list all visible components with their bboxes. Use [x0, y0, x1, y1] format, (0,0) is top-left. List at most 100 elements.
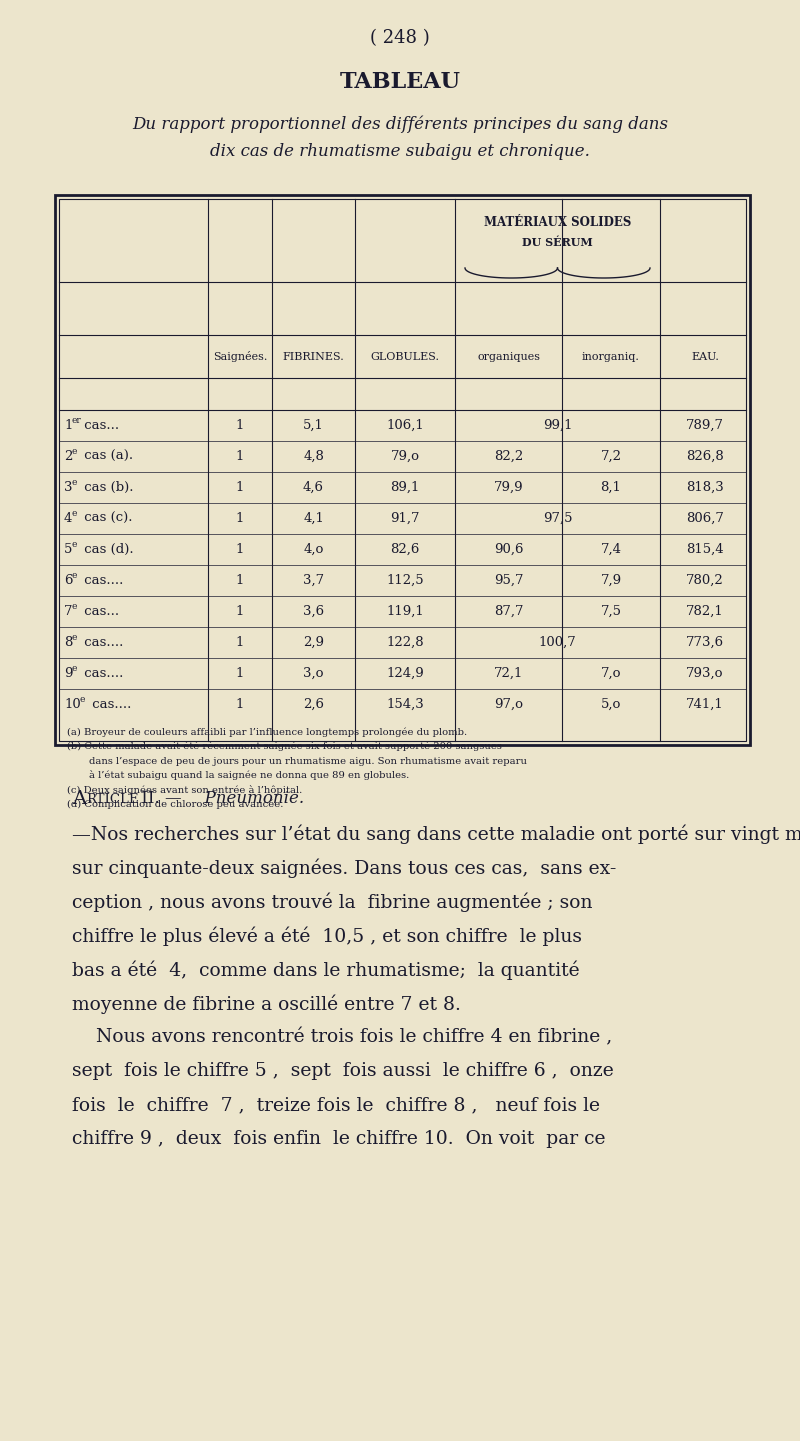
Text: FIBRINES.: FIBRINES.: [282, 352, 344, 362]
Text: e: e: [72, 633, 78, 643]
Text: (a) Broyeur de couleurs affaibli par l’influence longtemps prolongée du plomb.: (a) Broyeur de couleurs affaibli par l’i…: [67, 728, 467, 736]
Text: 119,1: 119,1: [386, 605, 424, 618]
Text: 122,8: 122,8: [386, 635, 424, 648]
Text: chiffre le plus élevé a été  10,5 , et son chiffre  le plus: chiffre le plus élevé a été 10,5 , et so…: [72, 927, 582, 945]
Text: 82,6: 82,6: [390, 543, 420, 556]
Text: 782,1: 782,1: [686, 605, 724, 618]
Text: sept  fois le chiffre 5 ,  sept  fois aussi  le chiffre 6 ,  onze: sept fois le chiffre 5 , sept fois aussi…: [72, 1062, 614, 1079]
Text: 826,8: 826,8: [686, 450, 724, 463]
Text: 1: 1: [236, 419, 244, 432]
Text: cas....: cas....: [80, 667, 123, 680]
Text: e: e: [72, 540, 78, 549]
Text: 1: 1: [64, 419, 72, 432]
Text: (b) Cette malade avait été récemment saignée six fois et avait supporté 200 sang: (b) Cette malade avait été récemment sai…: [67, 742, 502, 751]
Text: moyenne de fibrine a oscillé entre 7 et 8.: moyenne de fibrine a oscillé entre 7 et …: [72, 994, 461, 1013]
Text: 97,5: 97,5: [542, 512, 572, 525]
Text: Du rapport proportionnel des différents principes du sang dans: Du rapport proportionnel des différents …: [132, 115, 668, 133]
Text: A: A: [72, 790, 86, 808]
Text: Saignées.: Saignées.: [213, 352, 267, 363]
Text: e: e: [72, 509, 78, 517]
Text: 780,2: 780,2: [686, 574, 724, 586]
Text: 8,1: 8,1: [601, 481, 622, 494]
Text: MATÉRIAUX SOLIDES: MATÉRIAUX SOLIDES: [484, 216, 631, 229]
Text: 818,3: 818,3: [686, 481, 724, 494]
Text: 1: 1: [236, 605, 244, 618]
Text: e: e: [72, 664, 78, 673]
Text: 773,6: 773,6: [686, 635, 724, 648]
Text: 5,1: 5,1: [303, 419, 324, 432]
Text: GLOBULES.: GLOBULES.: [370, 352, 439, 362]
Text: 7,4: 7,4: [601, 543, 622, 556]
Text: 5: 5: [64, 543, 72, 556]
Text: EAU.: EAU.: [691, 352, 719, 362]
Text: 2: 2: [64, 450, 72, 463]
Text: 4,1: 4,1: [303, 512, 324, 525]
Text: fois  le  chiffre  7 ,  treize fois le  chiffre 8 ,   neuf fois le: fois le chiffre 7 , treize fois le chiff…: [72, 1097, 600, 1114]
Text: chiffre 9 ,  deux  fois enfin  le chiffre 10.  On voit  par ce: chiffre 9 , deux fois enfin le chiffre 1…: [72, 1130, 606, 1148]
Text: e: e: [80, 695, 86, 705]
Text: 3: 3: [64, 481, 73, 494]
Text: dix cas de rhumatisme subaigu et chronique.: dix cas de rhumatisme subaigu et chroniq…: [210, 144, 590, 160]
Text: e: e: [72, 478, 78, 487]
Text: cas (b).: cas (b).: [80, 481, 134, 494]
Text: 7: 7: [64, 605, 73, 618]
Text: 4: 4: [64, 512, 72, 525]
Text: 789,7: 789,7: [686, 419, 724, 432]
Text: 97,o: 97,o: [494, 697, 523, 710]
Text: inorganiq.: inorganiq.: [582, 352, 640, 362]
Text: cas (c).: cas (c).: [80, 512, 133, 525]
Text: 793,o: 793,o: [686, 667, 724, 680]
Text: —Nos recherches sur l’état du sang dans cette maladie ont porté sur vingt malade: —Nos recherches sur l’état du sang dans …: [72, 824, 800, 843]
Text: 99,1: 99,1: [542, 419, 572, 432]
Text: 806,7: 806,7: [686, 512, 724, 525]
Text: cas....: cas....: [80, 574, 123, 586]
Text: 815,4: 815,4: [686, 543, 724, 556]
Text: 1: 1: [236, 697, 244, 710]
Text: 87,7: 87,7: [494, 605, 523, 618]
Text: e: e: [72, 602, 78, 611]
Bar: [59, 199, 746, 741]
Text: à l’état subaigu quand la saignée ne donna que 89 en globules.: à l’état subaigu quand la saignée ne don…: [89, 771, 410, 781]
Text: 1: 1: [236, 481, 244, 494]
Text: cas....: cas....: [88, 697, 131, 710]
Text: 91,7: 91,7: [390, 512, 420, 525]
Text: 2,6: 2,6: [303, 697, 324, 710]
Text: 112,5: 112,5: [386, 574, 424, 586]
Text: 106,1: 106,1: [386, 419, 424, 432]
Text: 1: 1: [236, 543, 244, 556]
Text: er: er: [72, 416, 82, 425]
Text: TABLEAU: TABLEAU: [339, 71, 461, 94]
Text: RTICLE: RTICLE: [86, 793, 138, 806]
Text: cas....: cas....: [80, 635, 123, 648]
Text: 10: 10: [64, 697, 81, 710]
Text: sur cinquante-deux saignées. Dans tous ces cas,  sans ex-: sur cinquante-deux saignées. Dans tous c…: [72, 857, 616, 878]
Text: 79,9: 79,9: [494, 481, 523, 494]
Text: 154,3: 154,3: [386, 697, 424, 710]
Text: 8: 8: [64, 635, 72, 648]
Text: 7,9: 7,9: [601, 574, 622, 586]
Text: ( 248 ): ( 248 ): [370, 29, 430, 48]
Text: 3,6: 3,6: [303, 605, 324, 618]
Text: ception , nous avons trouvé la  fibrine augmentée ; son: ception , nous avons trouvé la fibrine a…: [72, 892, 593, 912]
Text: 79,o: 79,o: [390, 450, 419, 463]
Text: 4,8: 4,8: [303, 450, 324, 463]
Text: 7,5: 7,5: [601, 605, 622, 618]
Text: 90,6: 90,6: [494, 543, 523, 556]
Text: bas a été  4,  comme dans le rhumatisme;  la quantité: bas a été 4, comme dans le rhumatisme; l…: [72, 960, 580, 980]
Text: DU SÉRUM: DU SÉRUM: [522, 236, 593, 248]
Text: Pneumonie.: Pneumonie.: [188, 790, 304, 807]
Text: 7,2: 7,2: [601, 450, 622, 463]
Text: 1: 1: [236, 667, 244, 680]
Text: 1: 1: [236, 635, 244, 648]
Text: 9: 9: [64, 667, 73, 680]
Text: Nous avons rencontré trois fois le chiffre 4 en fibrine ,: Nous avons rencontré trois fois le chiff…: [72, 1027, 612, 1046]
Text: e: e: [72, 571, 78, 579]
Text: cas...: cas...: [80, 419, 119, 432]
Text: e: e: [72, 447, 78, 455]
Text: 5,o: 5,o: [601, 697, 621, 710]
Text: dans l’espace de peu de jours pour un rhumatisme aigu. Son rhumatisme avait repa: dans l’espace de peu de jours pour un rh…: [89, 757, 527, 765]
Text: cas...: cas...: [80, 605, 119, 618]
Text: organiques: organiques: [477, 352, 540, 362]
Text: 2,9: 2,9: [303, 635, 324, 648]
Text: 4,o: 4,o: [303, 543, 324, 556]
